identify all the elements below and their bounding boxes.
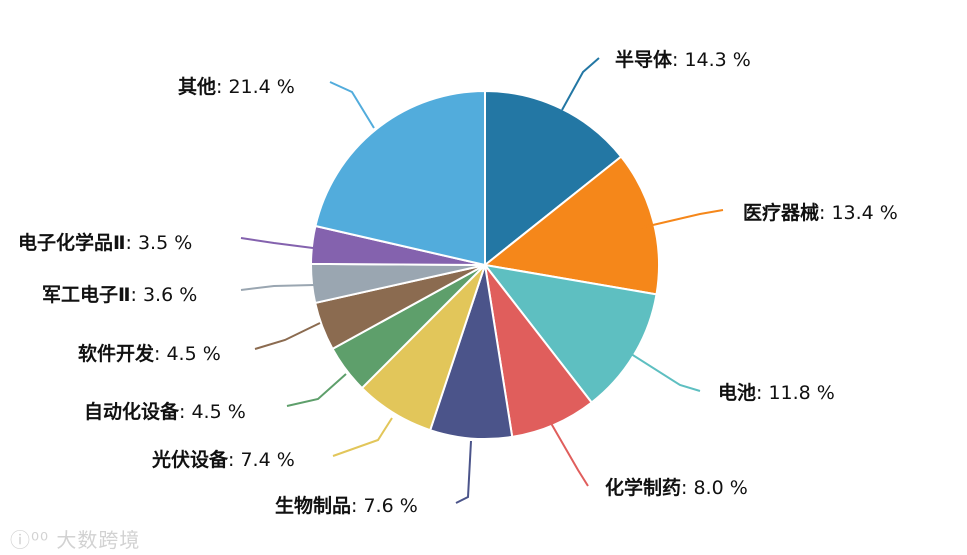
slice-label-name: 电池 (718, 381, 756, 404)
slice-label-name: 医疗器械 (743, 201, 819, 224)
slice-label-name: 化学制药 (605, 476, 681, 499)
leader-line (627, 351, 701, 392)
watermark: ⓘ⁰⁰ 大数跨境 (10, 524, 140, 553)
slice-label: 自动化设备: 4.5 % (84, 400, 246, 423)
leader-line (329, 81, 375, 129)
slice-label: 军工电子Ⅱ: 3.6 % (42, 283, 197, 306)
slice-label: 电池: 11.8 % (718, 381, 835, 404)
slice-label-name: 电子化学品Ⅱ (18, 231, 126, 254)
watermark-logo-icon: ⓘ⁰⁰ (10, 528, 50, 552)
slice-label-value: : 11.8 % (756, 382, 835, 404)
slice-label-value: : 3.5 % (126, 232, 193, 254)
slice-label-value: : 7.4 % (228, 449, 295, 471)
slice-label: 医疗器械: 13.4 % (743, 201, 898, 224)
slice-label: 其他: 21.4 % (178, 75, 295, 98)
slice-label-value: : 4.5 % (179, 401, 246, 423)
slice-label-name: 软件开发 (78, 342, 155, 365)
leader-line (240, 284, 315, 291)
leader-line (254, 322, 321, 350)
slice-label: 半导体: 14.3 % (615, 48, 751, 71)
leader-line (547, 417, 589, 487)
leader-line (639, 209, 724, 229)
slice-label-value: : 13.4 % (819, 202, 898, 224)
pie-slice (484, 89, 623, 268)
slice-label: 生物制品: 7.6 % (275, 494, 418, 517)
pie-slice (482, 263, 658, 404)
slice-label-name: 光伏设备 (151, 448, 229, 471)
slice-label: 软件开发: 4.5 % (78, 342, 221, 365)
watermark-text: 大数跨境 (56, 528, 141, 552)
leader-line (240, 237, 314, 249)
leader-line (561, 57, 600, 111)
slice-label: 光伏设备: 7.4 % (151, 448, 295, 471)
slice-label-value: : 4.5 % (154, 343, 221, 365)
slice-label: 电子化学品Ⅱ: 3.5 % (18, 231, 192, 254)
slice-label-name: 生物制品 (275, 494, 351, 517)
slice-label: 化学制药: 8.0 % (605, 476, 748, 499)
pie-slice (482, 155, 660, 296)
slice-label-name: 军工电子Ⅱ (42, 283, 131, 306)
slice-label-value: : 3.6 % (131, 284, 198, 306)
slice-label-value: : 8.0 % (681, 477, 748, 499)
leader-line (286, 373, 347, 407)
leader-line (332, 417, 393, 457)
slice-label-name: 自动化设备 (84, 400, 180, 423)
slice-label-value: : 21.4 % (216, 76, 295, 98)
pie-slice (314, 89, 486, 267)
slice-label-name: 半导体 (615, 48, 673, 71)
leader-line (455, 440, 472, 504)
slice-label-name: 其他 (178, 75, 216, 98)
slice-label-value: : 7.6 % (351, 495, 418, 517)
slice-label-value: : 14.3 % (672, 49, 751, 71)
